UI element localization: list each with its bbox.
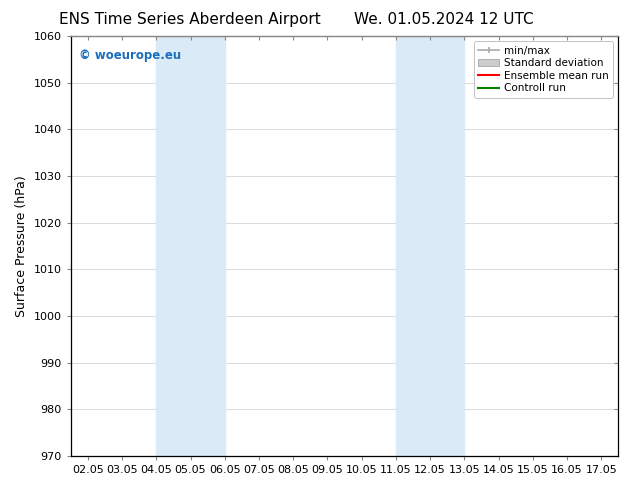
Text: ENS Time Series Aberdeen Airport: ENS Time Series Aberdeen Airport [60,12,321,27]
Bar [157,36,225,456]
Bar [396,36,465,456]
Text: We. 01.05.2024 12 UTC: We. 01.05.2024 12 UTC [354,12,534,27]
Y-axis label: Surface Pressure (hPa): Surface Pressure (hPa) [15,175,28,317]
Text: © woeurope.eu: © woeurope.eu [79,49,181,62]
Legend: min/max, Standard deviation, Ensemble mean run, Controll run: min/max, Standard deviation, Ensemble me… [474,41,613,98]
